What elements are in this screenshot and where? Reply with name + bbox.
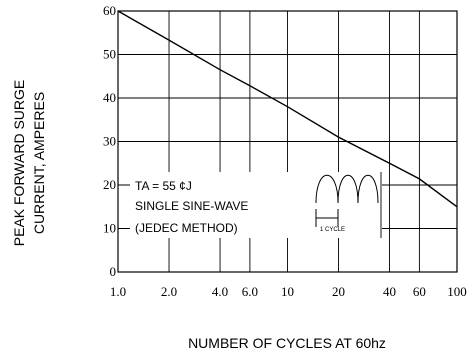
y-tick-label: 60 — [103, 3, 116, 18]
x-tick-label: 4.0 — [212, 284, 228, 299]
annotation-line-3: (JEDEC METHOD) — [135, 221, 238, 235]
y-axis-label-line-2: CURRENT, AMPERES — [31, 92, 47, 234]
plot-frame — [117, 10, 458, 273]
sine-wave-inset — [315, 174, 379, 227]
y-tick-labels: 0 10 20 30 40 50 60 — [103, 3, 116, 279]
x-tick-label: 40 — [383, 284, 396, 299]
y-axis-label-line-1: PEAK FORWARD SURGE — [11, 80, 27, 246]
y-tick-label: 0 — [110, 264, 117, 279]
annotation-line-2: SINGLE SINE-WAVE — [135, 199, 248, 213]
annotation-text: TA = 55 ¢J SINGLE SINE-WAVE (JEDEC METHO… — [135, 179, 248, 235]
y-tick-label: 50 — [103, 47, 116, 62]
annotation-box — [130, 172, 382, 238]
y-tick-label: 20 — [103, 177, 116, 192]
x-tick-labels: 1.0 2.0 4.0 6.0 10 20 40 60 100 — [110, 284, 467, 299]
annotation-background — [130, 172, 382, 238]
surge-current-curve — [117, 10, 458, 208]
y-tick-label: 40 — [103, 90, 116, 105]
y-tick-label: 30 — [103, 134, 116, 149]
x-tick-label: 60 — [413, 284, 426, 299]
inset-caption: 1 CYCLE — [320, 227, 345, 233]
x-tick-label: 6.0 — [242, 284, 258, 299]
x-axis-label: NUMBER OF CYCLES AT 60hz — [188, 335, 386, 351]
series-layer — [117, 10, 458, 208]
x-tick-label: 1.0 — [110, 284, 126, 299]
x-tick-label: 10 — [281, 284, 294, 299]
annotation-line-1: TA = 55 ¢J — [135, 179, 192, 193]
x-tick-label: 100 — [447, 284, 467, 299]
half-sine-wave-icon — [315, 174, 379, 204]
x-tick-label: 2.0 — [161, 284, 177, 299]
x-tick-label: 20 — [332, 284, 345, 299]
y-tick-label: 10 — [103, 221, 116, 236]
